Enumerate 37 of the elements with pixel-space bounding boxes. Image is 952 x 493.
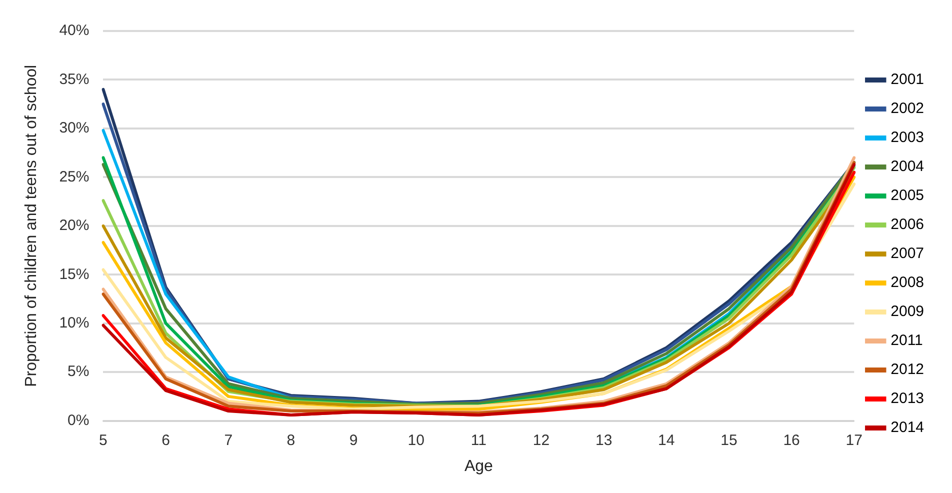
y-tick-label: 10%	[59, 314, 90, 332]
x-tick-label: 14	[658, 432, 675, 449]
y-tick-label: 30%	[59, 120, 90, 137]
x-tick-label: 13	[595, 432, 612, 449]
x-tick-label: 16	[783, 432, 800, 449]
x-tick-label: 5	[99, 432, 108, 449]
y-tick-label: 0%	[68, 412, 90, 429]
legend-label: 2012	[890, 361, 924, 378]
y-tick-label: 5%	[68, 363, 90, 380]
legend-label: 2002	[890, 100, 924, 118]
legend-label: 2004	[890, 158, 924, 176]
legend-label: 2001	[890, 71, 924, 88]
x-tick-label: 15	[720, 432, 738, 449]
legend-label: 2014	[890, 419, 924, 436]
legend-label: 2007	[890, 245, 924, 262]
x-tick-label: 6	[162, 432, 170, 449]
y-tick-label: 15%	[59, 266, 90, 283]
x-tick-label: 17	[846, 432, 862, 449]
legend-label: 2008	[890, 274, 924, 292]
legend-label: 2013	[890, 390, 924, 408]
x-tick-label: 10	[408, 432, 424, 449]
y-tick-label: 25%	[59, 168, 90, 186]
x-tick-label: 12	[532, 432, 550, 449]
y-tick-label: 40%	[59, 22, 90, 40]
legend-label: 2011	[890, 332, 923, 350]
x-tick-label: 8	[286, 432, 296, 449]
legend-label: 2009	[890, 303, 924, 320]
x-tick-label: 9	[349, 432, 358, 449]
y-tick-label: 20%	[59, 217, 90, 234]
x-axis-title: Age	[464, 458, 494, 475]
legend-label: 2003	[890, 129, 924, 146]
y-axis-title: Proportion of children and teens out of school	[23, 64, 40, 387]
x-tick-label: 11	[470, 432, 486, 449]
y-tick-label: 35%	[59, 70, 90, 88]
legend-label: 2006	[890, 216, 924, 234]
x-tick-label: 7	[224, 432, 233, 449]
legend-label: 2005	[890, 187, 924, 204]
